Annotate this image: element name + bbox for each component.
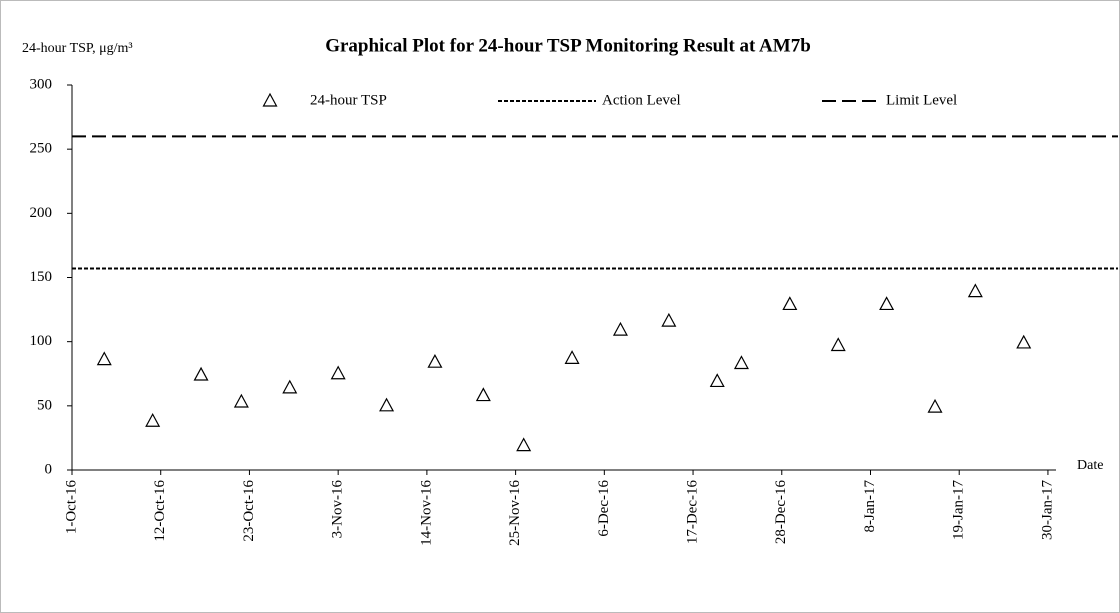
x-tick-label: 25-Nov-16 bbox=[507, 480, 523, 546]
x-tick-label: 6-Dec-16 bbox=[596, 480, 612, 537]
chart-title: Graphical Plot for 24-hour TSP Monitorin… bbox=[325, 35, 811, 56]
x-tick-label: 14-Nov-16 bbox=[418, 480, 434, 546]
legend-label: Action Level bbox=[602, 92, 681, 108]
x-tick-label: 19-Jan-17 bbox=[951, 480, 967, 540]
data-point bbox=[516, 437, 532, 452]
data-point bbox=[967, 283, 983, 298]
data-point bbox=[612, 321, 628, 336]
y-tick-label: 150 bbox=[30, 269, 53, 285]
data-point bbox=[564, 350, 580, 364]
data-point bbox=[709, 373, 725, 388]
data-point bbox=[733, 355, 749, 370]
y-tick-label: 100 bbox=[30, 333, 53, 349]
y-tick-label: 300 bbox=[30, 76, 53, 92]
x-tick-label: 28-Dec-16 bbox=[773, 480, 789, 545]
x-tick-label: 1-Oct-16 bbox=[63, 480, 79, 535]
x-axis-label: Date bbox=[1077, 458, 1103, 473]
data-point bbox=[379, 397, 395, 412]
legend-label: 24-hour TSP bbox=[310, 92, 387, 108]
data-point bbox=[427, 353, 443, 368]
data-point bbox=[282, 379, 298, 394]
x-tick-label: 23-Oct-16 bbox=[241, 480, 257, 542]
data-point bbox=[330, 365, 346, 380]
x-tick-label: 17-Dec-16 bbox=[684, 480, 700, 545]
data-point bbox=[661, 312, 677, 327]
x-tick-label: 30-Jan-17 bbox=[1039, 480, 1055, 540]
data-point bbox=[96, 351, 112, 366]
legend-marker bbox=[262, 92, 278, 107]
data-point bbox=[193, 366, 209, 381]
data-point bbox=[475, 387, 491, 402]
legend-label: Limit Level bbox=[886, 92, 957, 108]
y-tick-label: 50 bbox=[37, 397, 52, 413]
data-point bbox=[927, 398, 943, 413]
data-point bbox=[145, 412, 161, 427]
x-tick-label: 12-Oct-16 bbox=[152, 480, 168, 542]
x-tick-label: 3-Nov-16 bbox=[330, 480, 346, 539]
y-axis-label: 24-hour TSP, μg/m³ bbox=[22, 41, 133, 56]
x-tick-label: 8-Jan-17 bbox=[862, 480, 878, 533]
y-tick-label: 200 bbox=[30, 205, 53, 221]
data-point bbox=[830, 337, 846, 352]
data-point bbox=[233, 393, 249, 408]
data-point bbox=[879, 296, 895, 311]
y-tick-label: 250 bbox=[30, 141, 53, 157]
data-point bbox=[1016, 334, 1032, 349]
data-point bbox=[782, 296, 798, 311]
y-tick-label: 0 bbox=[45, 461, 53, 477]
